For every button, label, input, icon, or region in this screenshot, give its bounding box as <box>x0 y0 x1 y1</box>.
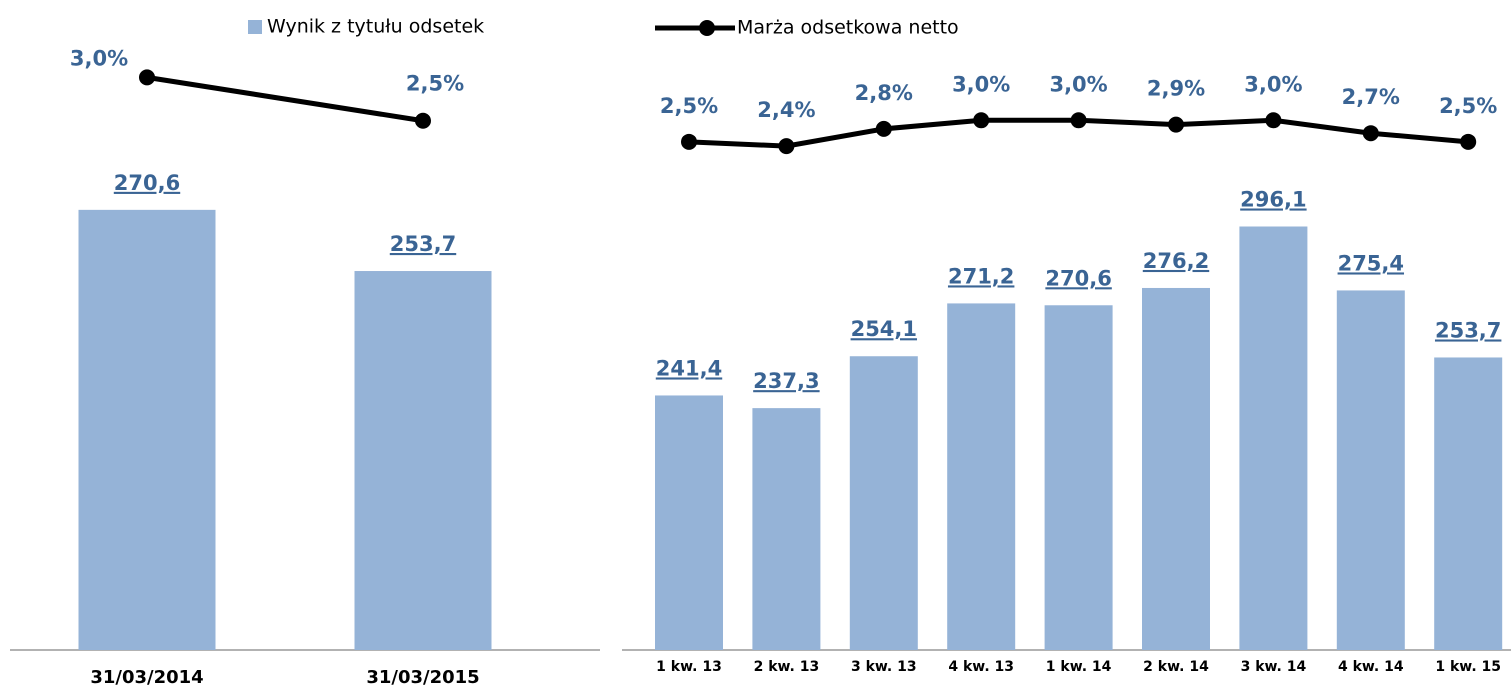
bar <box>1434 357 1503 650</box>
x-tick-label: 2 kw. 14 <box>1143 659 1209 675</box>
bar-value-label: 253,7 <box>1435 318 1501 342</box>
line <box>146 74 424 124</box>
line-value-label: 2,8% <box>855 81 913 105</box>
x-tick-label: 1 kw. 15 <box>1435 659 1501 675</box>
line-value-label: 2,5% <box>660 94 718 118</box>
bar-value-label: 275,4 <box>1338 251 1404 275</box>
bar <box>1142 287 1210 650</box>
bar-value-label: 276,2 <box>1143 249 1209 273</box>
bar-value-label: 296,1 <box>1240 187 1306 211</box>
line-marker <box>778 138 795 155</box>
bar <box>655 395 723 650</box>
line-value-label: 2,9% <box>1147 77 1205 101</box>
bar <box>1336 290 1405 650</box>
line-value-label: 2,4% <box>757 98 815 122</box>
bar <box>947 303 1016 650</box>
line-marker <box>973 112 990 129</box>
line-value-label: 2,7% <box>1342 85 1400 109</box>
line-value-label: 3,0% <box>1049 72 1107 96</box>
bar <box>78 209 216 650</box>
line-marker <box>875 120 892 137</box>
x-tick-label: 4 kw. 13 <box>948 659 1014 675</box>
line-value-label: 2,5% <box>1439 94 1497 118</box>
bar <box>1239 226 1308 650</box>
line-marker <box>139 69 155 86</box>
line-value-label: 3,0% <box>70 46 128 70</box>
bar-value-label: 237,3 <box>753 369 819 393</box>
x-tick-label: 31/03/2014 <box>90 667 203 688</box>
bar-value-label: 254,1 <box>851 317 917 341</box>
legend-marker <box>699 20 715 36</box>
line-marker <box>1265 112 1282 129</box>
x-tick-label: 4 kw. 14 <box>1338 659 1404 675</box>
x-tick-label: 2 kw. 13 <box>754 659 820 675</box>
legend-swatch <box>248 20 262 34</box>
legend-label: Wynik z tytułu odsetek <box>267 16 484 38</box>
x-tick-label: 1 kw. 13 <box>656 659 722 675</box>
line-marker <box>415 112 431 129</box>
bar-value-label: 270,6 <box>1045 266 1111 290</box>
bar <box>1044 305 1113 650</box>
line-value-label: 3,0% <box>1244 72 1302 96</box>
line-marker <box>1362 125 1379 142</box>
x-tick-label: 3 kw. 13 <box>851 659 917 675</box>
bar <box>752 408 821 650</box>
bar-value-label: 270,6 <box>114 171 180 195</box>
bar <box>354 271 492 650</box>
bar-value-label: 253,7 <box>390 232 456 256</box>
x-tick-label: 1 kw. 14 <box>1046 659 1112 675</box>
bar-value-label: 241,4 <box>656 356 722 380</box>
legend-label: Marża odsetkowa netto <box>737 17 959 39</box>
line-marker <box>1460 133 1477 150</box>
line-value-label: 3,0% <box>952 72 1010 96</box>
line-value-label: 2,5% <box>406 72 464 96</box>
bar <box>849 356 918 650</box>
x-tick-label: 31/03/2015 <box>366 667 479 688</box>
line-marker <box>1070 112 1087 129</box>
line-marker <box>1168 116 1184 133</box>
line-marker <box>681 133 697 150</box>
bar-value-label: 271,2 <box>948 264 1014 288</box>
x-tick-label: 3 kw. 14 <box>1241 659 1307 675</box>
